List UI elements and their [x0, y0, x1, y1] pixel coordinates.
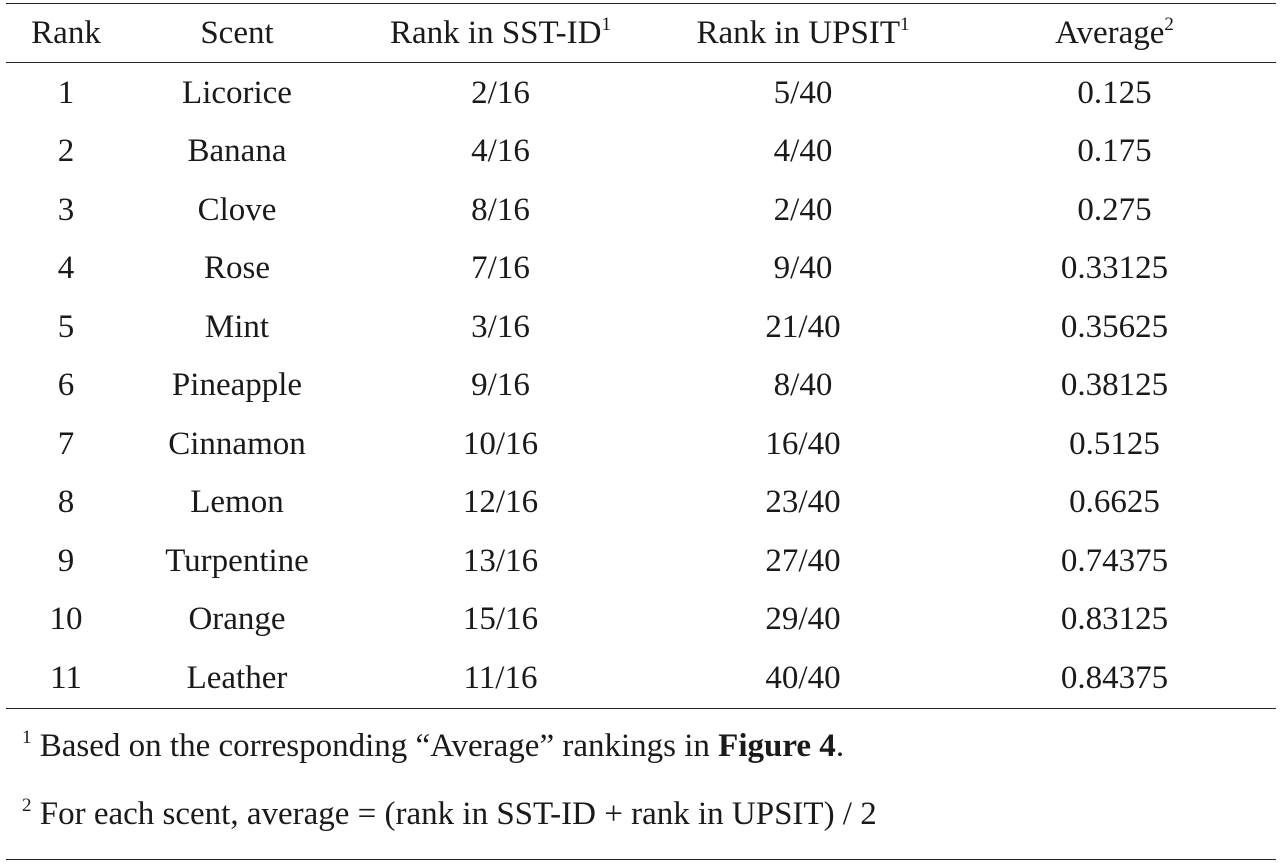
cell-upsit: 29/40: [765, 601, 841, 638]
cell-rank: 6: [57, 367, 75, 404]
cell-rank: 10: [49, 601, 83, 638]
header-rule: [6, 62, 1276, 63]
cell-scent: Banana: [187, 133, 287, 170]
table-body: 1 Licorice 2/16 5/40 0.125 2 Banana 4/16…: [6, 62, 1276, 708]
cell-upsit: 23/40: [765, 484, 841, 521]
cell-scent: Rose: [204, 250, 270, 287]
cell-upsit: 4/40: [773, 133, 833, 170]
cell-average: 0.35625: [1060, 308, 1169, 345]
cell-rank: 5: [57, 308, 75, 345]
cell-upsit: 2/40: [773, 191, 833, 228]
table-row: 7 Cinnamon 10/16 16/40 0.5125: [6, 415, 1276, 474]
table-row: 9 Turpentine 13/16 27/40 0.74375: [6, 532, 1276, 591]
table-row: 6 Pineapple 9/16 8/40 0.38125: [6, 357, 1276, 416]
cell-sst-id: 4/16: [471, 133, 530, 170]
cell-sst-id: 12/16: [462, 484, 539, 521]
table-row: 11 Leather 11/16 40/40 0.84375: [6, 649, 1276, 708]
cell-scent: Orange: [188, 601, 286, 638]
cell-upsit: 9/40: [773, 250, 833, 287]
footnote-marker: 2: [22, 795, 32, 816]
cell-upsit: 40/40: [765, 659, 841, 696]
footer-rule: [6, 859, 1276, 860]
header-rank-upsit: Rank in UPSIT1: [696, 13, 910, 51]
footnote-1: 1 Based on the corresponding “Average” r…: [22, 728, 844, 765]
table-row: 8 Lemon 12/16 23/40 0.6625: [6, 474, 1276, 533]
cell-rank: 1: [57, 74, 75, 111]
cell-rank: 11: [50, 659, 82, 696]
cell-average: 0.74375: [1060, 542, 1169, 579]
cell-average: 0.125: [1077, 74, 1152, 111]
cell-average: 0.33125: [1060, 250, 1169, 287]
cell-rank: 3: [57, 191, 75, 228]
cell-average: 0.275: [1077, 191, 1152, 228]
cell-sst-id: 2/16: [471, 74, 530, 111]
cell-scent: Mint: [204, 308, 270, 345]
header-scent: Scent: [200, 14, 274, 51]
cell-sst-id: 8/16: [471, 191, 530, 228]
cell-scent: Cinnamon: [168, 425, 306, 462]
header-average: Average2: [1055, 13, 1174, 51]
top-rule: [6, 3, 1276, 4]
table-row: 5 Mint 3/16 21/40 0.35625: [6, 298, 1276, 357]
figure-reference: Figure 4: [718, 728, 836, 764]
footnote-marker: 1: [22, 727, 32, 748]
cell-scent: Pineapple: [171, 367, 303, 404]
cell-sst-id: 9/16: [471, 367, 530, 404]
cell-average: 0.84375: [1060, 659, 1169, 696]
cell-scent: Licorice: [182, 74, 292, 111]
cell-sst-id: 7/16: [471, 250, 530, 287]
table-header: Rank Scent Rank in SST-ID1 Rank in UPSIT…: [6, 4, 1276, 62]
header-rank: Rank: [31, 14, 101, 51]
cell-average: 0.83125: [1060, 601, 1169, 638]
cell-scent: Leather: [186, 659, 288, 696]
table-row: 2 Banana 4/16 4/40 0.175: [6, 123, 1276, 182]
table-row: 3 Clove 8/16 2/40 0.275: [6, 181, 1276, 240]
cell-upsit: 8/40: [773, 367, 833, 404]
table-row: 4 Rose 7/16 9/40 0.33125: [6, 240, 1276, 299]
footnote-2: 2 For each scent, average = (rank in SST…: [22, 796, 877, 833]
cell-sst-id: 3/16: [471, 308, 530, 345]
bottom-rule: [6, 708, 1276, 709]
scent-ranking-table: Rank Scent Rank in SST-ID1 Rank in UPSIT…: [6, 4, 1276, 708]
cell-upsit: 21/40: [765, 308, 841, 345]
cell-rank: 9: [57, 542, 75, 579]
cell-scent: Turpentine: [165, 542, 309, 579]
table-row: 10 Orange 15/16 29/40 0.83125: [6, 591, 1276, 650]
footnote-text: For each scent, average = (rank in SST-I…: [31, 796, 877, 832]
cell-sst-id: 15/16: [462, 601, 539, 638]
cell-sst-id: 11/16: [463, 659, 538, 696]
footnote-text-end: .: [835, 728, 845, 764]
table-row: 1 Licorice 2/16 5/40 0.125: [6, 62, 1276, 123]
cell-sst-id: 10/16: [462, 425, 539, 462]
cell-rank: 2: [57, 133, 75, 170]
cell-upsit: 27/40: [765, 542, 841, 579]
cell-average: 0.38125: [1060, 367, 1169, 404]
cell-average: 0.6625: [1069, 484, 1160, 521]
cell-average: 0.175: [1077, 133, 1152, 170]
footnote-text: Based on the corresponding “Average” ran…: [31, 728, 719, 764]
cell-scent: Lemon: [190, 484, 284, 521]
cell-rank: 4: [57, 250, 75, 287]
cell-scent: Clove: [197, 191, 277, 228]
cell-rank: 8: [57, 484, 75, 521]
cell-upsit: 5/40: [773, 74, 833, 111]
cell-sst-id: 13/16: [462, 542, 539, 579]
cell-rank: 7: [57, 425, 75, 462]
cell-upsit: 16/40: [765, 425, 841, 462]
cell-average: 0.5125: [1069, 425, 1160, 462]
header-rank-sst-id: Rank in SST-ID1: [390, 13, 611, 51]
